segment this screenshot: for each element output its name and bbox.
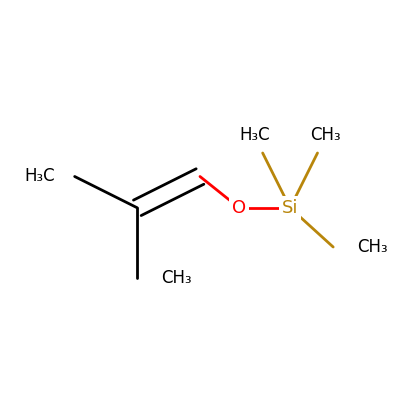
Text: O: O [232, 199, 246, 217]
Text: CH₃: CH₃ [161, 269, 192, 287]
Text: Si: Si [282, 199, 298, 217]
Text: CH₃: CH₃ [310, 126, 341, 144]
Text: H₃C: H₃C [240, 126, 270, 144]
Text: CH₃: CH₃ [357, 238, 387, 256]
Text: H₃C: H₃C [24, 168, 55, 186]
